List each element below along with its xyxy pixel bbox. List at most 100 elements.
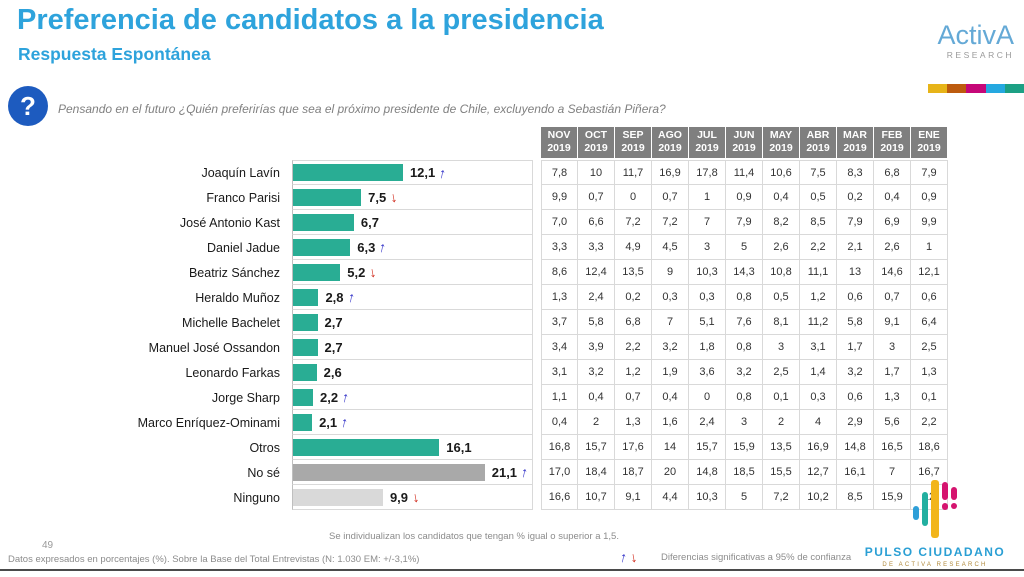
candidate-label: Michelle Bachelet bbox=[182, 315, 280, 330]
bar bbox=[293, 213, 354, 231]
table-cell: 5 bbox=[726, 235, 763, 260]
bar-value-label: 2,1 bbox=[319, 414, 338, 430]
bar bbox=[293, 388, 313, 406]
table-cell: 2 bbox=[763, 410, 800, 435]
chart-row: Leonardo Farkas 2,6 3,1 3,2 1,2 1,9 3,6 3,2 2,5 1… bbox=[0, 360, 948, 385]
table-cell: 5,1 bbox=[689, 310, 726, 335]
table-cell: 15,9 bbox=[726, 435, 763, 460]
table-cell: 1,4 bbox=[800, 360, 837, 385]
bar-value-label: 2,8 bbox=[325, 289, 344, 305]
bar bbox=[293, 263, 341, 281]
table-cell: 14,6 bbox=[874, 260, 911, 285]
bar bbox=[293, 463, 485, 481]
table-cell: 12,7 bbox=[800, 460, 837, 485]
table-cell: 0,7 bbox=[615, 385, 652, 410]
candidate-label: Beatriz Sánchez bbox=[188, 265, 280, 280]
table-cell: 9,9 bbox=[541, 185, 578, 210]
table-cell: 17,8 bbox=[689, 160, 726, 185]
candidate-label: Franco Parisi bbox=[206, 190, 280, 205]
table-cell: 5,8 bbox=[578, 310, 615, 335]
strip-blue bbox=[985, 84, 1005, 93]
chart-footnote: Se individualizan los candidatos que ten… bbox=[329, 531, 619, 542]
chart-row: Otros 16,1 16,8 15,7 17,6 14 15,7 15,9 13,5 16,9 1… bbox=[0, 435, 948, 460]
candidate-label: José Antonio Kast bbox=[179, 215, 280, 230]
table-cell: 18,7 bbox=[615, 460, 652, 485]
survey-question: Pensando en el futuro ¿Quién preferirías… bbox=[58, 102, 666, 116]
table-cell: 11,1 bbox=[800, 260, 837, 285]
table-cell: 0,5 bbox=[800, 185, 837, 210]
table-cell: 10,7 bbox=[578, 485, 615, 510]
table-cell: 10,3 bbox=[689, 485, 726, 510]
table-cell: 7,6 bbox=[726, 310, 763, 335]
bar bbox=[293, 338, 318, 356]
table-cell: 7,9 bbox=[911, 160, 948, 185]
bar bbox=[293, 238, 351, 256]
legend-text: Diferencias significativas a 95% de conf… bbox=[661, 551, 852, 563]
table-cell: 2,4 bbox=[578, 285, 615, 310]
trend-up-icon: ↑ bbox=[437, 163, 448, 182]
spacer bbox=[533, 260, 541, 285]
bar bbox=[293, 313, 318, 331]
table-cell: 15,7 bbox=[578, 435, 615, 460]
table-cell: 7,2 bbox=[652, 210, 689, 235]
strip-teal bbox=[1004, 84, 1024, 93]
table-cell: 14,8 bbox=[689, 460, 726, 485]
table-cell: 1,6 bbox=[652, 410, 689, 435]
table-cell: 0,8 bbox=[726, 385, 763, 410]
table-cell: 3 bbox=[726, 410, 763, 435]
spacer bbox=[533, 185, 541, 210]
chart-row: Marco Enríquez-Ominami 2,1 ↑ 0,4 2 1,3 1,6 2,4 3… bbox=[0, 410, 948, 435]
table-cell: 6,8 bbox=[615, 310, 652, 335]
table-cell: 4,9 bbox=[615, 235, 652, 260]
pulso-equalizer-icon bbox=[860, 478, 1010, 540]
table-cell: 1,3 bbox=[615, 410, 652, 435]
spacer bbox=[533, 310, 541, 335]
chart-row: No sé 21,1 ↑ 17,0 18,4 18,7 20 14,8 18,5 15,5 12,7… bbox=[0, 460, 948, 485]
table-cell: 7,8 bbox=[541, 160, 578, 185]
table-cell: 7 bbox=[874, 460, 911, 485]
table-cell: 0 bbox=[615, 185, 652, 210]
chart-rows: Joaquín Lavín 12,1 ↑ 7,8 10 11,7 16,9 17,8 11,4 1… bbox=[0, 160, 948, 510]
table-cell: 6,6 bbox=[578, 210, 615, 235]
table-column-header: ENE 2019 bbox=[911, 127, 948, 159]
table-column-header: MAR 2019 bbox=[837, 127, 874, 159]
table-cell: 10 bbox=[578, 160, 615, 185]
spacer bbox=[533, 335, 541, 360]
bar-value-label: 16,1 bbox=[446, 439, 472, 455]
chart-row: Jorge Sharp 2,2 ↑ 1,1 0,4 0,7 0,4 0 0,8 0,1 0,3 0,6… bbox=[0, 385, 948, 410]
strip-orange bbox=[947, 84, 967, 93]
spacer bbox=[533, 410, 541, 435]
trend-down-icon: ↓ bbox=[388, 188, 399, 206]
candidate-label: Joaquín Lavín bbox=[201, 165, 280, 180]
bar bbox=[293, 413, 313, 431]
bar bbox=[293, 488, 383, 506]
table-column-header: FEB 2019 bbox=[874, 127, 911, 159]
spacer bbox=[533, 285, 541, 310]
table-cell: 9,9 bbox=[911, 210, 948, 235]
table-cell: 7,5 bbox=[800, 160, 837, 185]
table-cell: 20 bbox=[652, 460, 689, 485]
table-cell: 2,6 bbox=[763, 235, 800, 260]
table-cell: 3,6 bbox=[689, 360, 726, 385]
table-cell: 6,4 bbox=[911, 310, 948, 335]
table-cell: 0,4 bbox=[874, 185, 911, 210]
table-cell: 1 bbox=[911, 235, 948, 260]
table-cell: 11,4 bbox=[726, 160, 763, 185]
trend-down-icon: ↓ bbox=[628, 548, 639, 566]
table-cell: 2,2 bbox=[911, 410, 948, 435]
table-column-header: OCT 2019 bbox=[578, 127, 615, 159]
table-cell: 1,7 bbox=[837, 335, 874, 360]
candidate-label: Daniel Jadue bbox=[207, 240, 280, 255]
table-cell: 0,6 bbox=[837, 285, 874, 310]
table-cell: 0,8 bbox=[726, 335, 763, 360]
trend-up-icon: ↑ bbox=[618, 548, 629, 566]
table-cell: 11,7 bbox=[615, 160, 652, 185]
table-cell: 0,6 bbox=[837, 385, 874, 410]
table-cell: 7,0 bbox=[541, 210, 578, 235]
page-title: Preferencia de candidatos a la presidenc… bbox=[17, 4, 604, 36]
chart-row: Heraldo Muñoz 2,8 ↑ 1,3 2,4 0,2 0,3 0,3 0,8 0,5 1,… bbox=[0, 285, 948, 310]
table-cell: 1,2 bbox=[615, 360, 652, 385]
bar-value-label: 5,2 bbox=[347, 264, 366, 280]
table-cell: 7,9 bbox=[837, 210, 874, 235]
